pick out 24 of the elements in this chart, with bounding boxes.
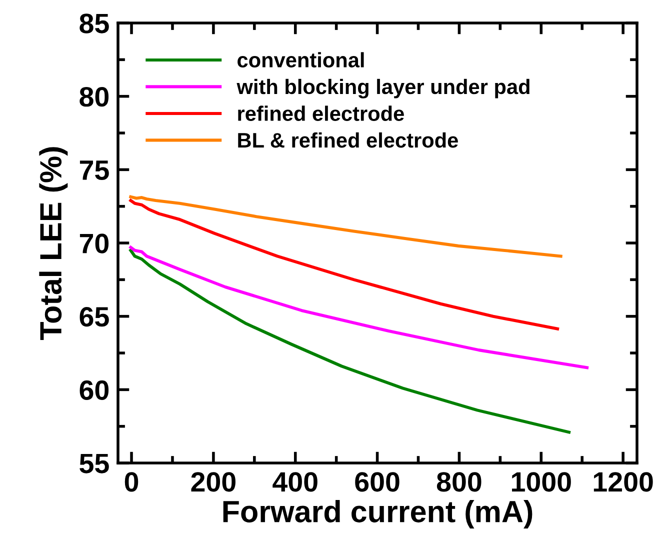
x-tick-label: 600	[355, 472, 400, 492]
y-tick-label: 60	[80, 380, 109, 400]
y-tick-label: 55	[80, 454, 109, 474]
y-tick-label: 65	[80, 307, 109, 327]
line-series	[129, 248, 571, 434]
legend-label: refined electrode	[238, 106, 404, 121]
legend-label: BL & refined electrode	[238, 132, 458, 148]
y-tick-label: 80	[80, 87, 109, 107]
x-tick-label: 1000	[512, 472, 571, 492]
x-tick-label: 400	[272, 472, 318, 492]
legend-label: conventional	[238, 52, 364, 68]
y-tick-label: 85	[80, 14, 109, 34]
x-tick-label: 0	[124, 472, 138, 492]
x-axis-title: Forward current (mA)	[223, 500, 532, 528]
line-series	[129, 195, 562, 258]
x-tick-label: 1200	[594, 472, 653, 492]
y-tick-label: 70	[80, 234, 109, 254]
line-series	[129, 246, 589, 370]
line-series	[129, 198, 560, 330]
x-tick-label: 200	[191, 472, 236, 492]
legend-label: with blocking layer under pad	[236, 78, 530, 98]
y-tick-label: 75	[80, 160, 109, 180]
y-axis-title: Total LEE (%)	[39, 147, 68, 340]
x-tick-label: 800	[436, 472, 482, 492]
